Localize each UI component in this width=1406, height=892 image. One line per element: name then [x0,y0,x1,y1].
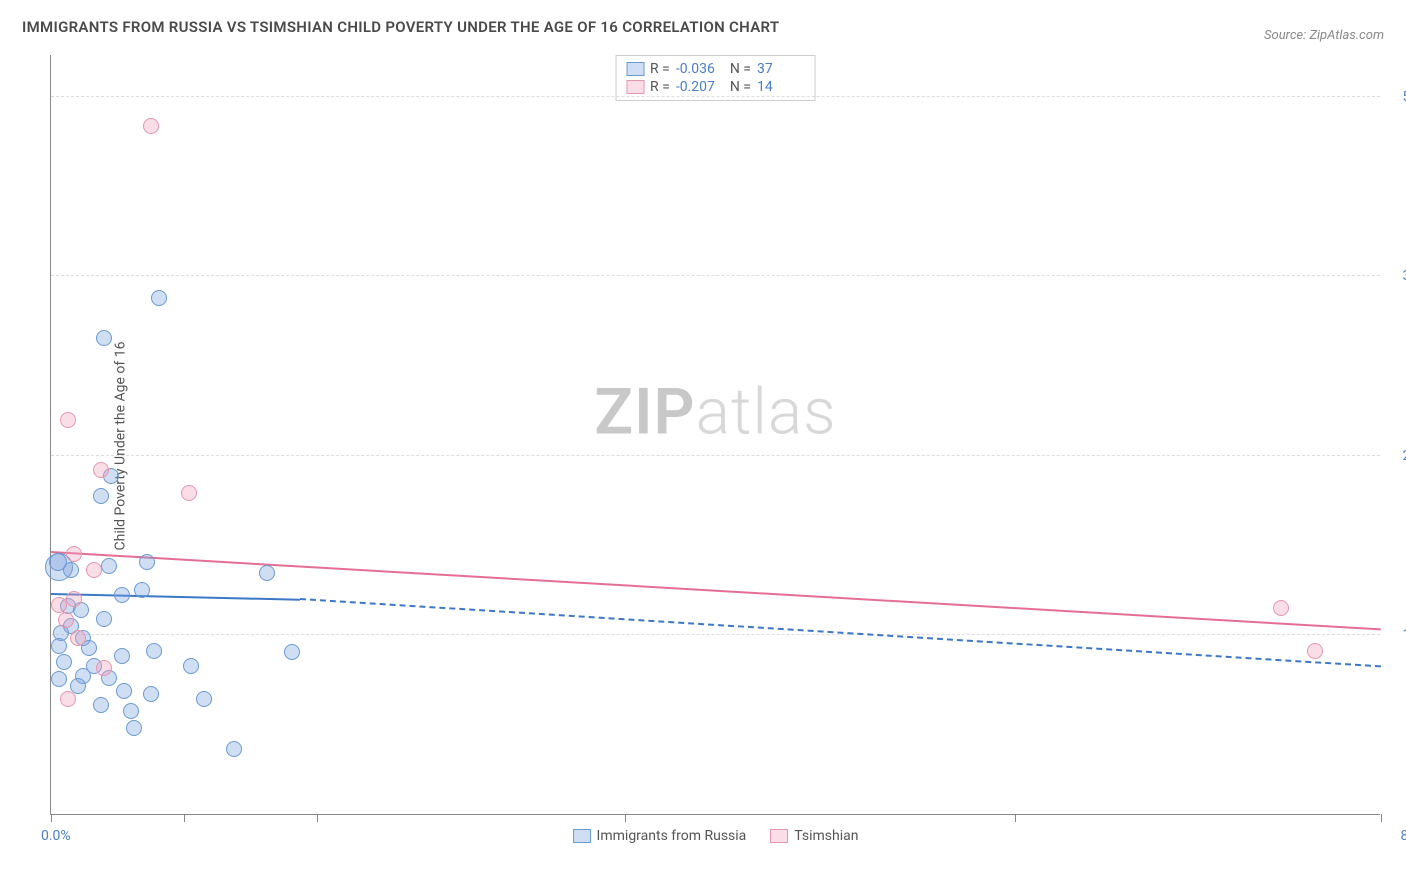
chart-title: IMMIGRANTS FROM RUSSIA VS TSIMSHIAN CHIL… [22,18,779,36]
r-label: R = [650,61,670,77]
data-point [126,720,142,736]
data-point [66,546,82,562]
data-point [183,658,199,674]
n-label: N = [730,61,751,77]
data-point [66,591,82,607]
data-point [196,691,212,707]
data-point [143,686,159,702]
r-label: R = [650,79,670,95]
gridline [51,96,1380,97]
legend-swatch-series2 [626,80,644,94]
data-point [143,118,159,134]
data-point [96,330,112,346]
legend-swatch-series2 [770,829,788,843]
data-point [93,462,109,478]
series1-label: Immigrants from Russia [597,828,747,844]
data-point [96,611,112,627]
n-value-series1: 37 [757,61,805,77]
x-axis-max-label: 80.0% [1400,828,1406,844]
gridline [51,455,1380,456]
data-point [58,612,74,628]
data-point [151,290,167,306]
series2-label: Tsimshian [794,828,858,844]
legend-swatch-series1 [573,829,591,843]
data-point [139,554,155,570]
source-label: Source: [1264,28,1309,43]
x-tick [625,814,626,822]
data-point [51,638,67,654]
data-point [60,412,76,428]
data-point [86,562,102,578]
data-point [123,703,139,719]
watermark-zip: ZIP [594,374,695,449]
series-legend: Immigrants from Russia Tsimshian [573,828,859,844]
n-value-series2: 14 [757,79,805,95]
trend-line [51,593,300,601]
data-point [70,630,86,646]
data-point [1273,600,1289,616]
data-point [284,644,300,660]
correlation-legend: R = -0.036 N = 37 R = -0.207 N = 14 [615,55,816,101]
correlation-legend-row: R = -0.207 N = 14 [626,78,805,96]
gridline [51,634,1380,635]
gridline [51,275,1380,276]
data-point [116,683,132,699]
data-point [63,562,79,578]
source-attribution: Source: ZipAtlas.com [1264,28,1384,43]
data-point [96,660,112,676]
y-tick-label: 12.5% [1385,627,1406,643]
data-point [56,654,72,670]
data-point [101,558,117,574]
data-point [51,671,67,687]
data-point [51,597,67,613]
data-point [181,485,197,501]
x-axis-min-label: 0.0% [41,828,71,844]
data-point [134,582,150,598]
data-point [114,648,130,664]
plot-area: ZIPatlas R = -0.036 N = 37 R = -0.207 N … [50,55,1380,815]
trend-line [51,551,1381,630]
series-legend-item: Immigrants from Russia [573,828,747,844]
data-point [226,741,242,757]
data-point [93,697,109,713]
chart-container: IMMIGRANTS FROM RUSSIA VS TSIMSHIAN CHIL… [0,0,1406,892]
data-point [93,488,109,504]
x-tick [1381,814,1382,822]
r-value-series1: -0.036 [676,61,724,77]
correlation-legend-row: R = -0.036 N = 37 [626,60,805,78]
x-tick [184,814,185,822]
source-value: ZipAtlas.com [1309,28,1384,43]
x-tick [51,814,52,822]
r-value-series2: -0.207 [676,79,724,95]
y-tick-label: 25.0% [1385,448,1406,464]
watermark: ZIPatlas [594,374,836,449]
y-tick-label: 50.0% [1385,89,1406,105]
data-point [146,643,162,659]
data-point [1307,643,1323,659]
data-point [259,565,275,581]
data-point [60,691,76,707]
watermark-atlas: atlas [696,374,837,449]
data-point [114,587,130,603]
x-tick [1015,814,1016,822]
y-tick-label: 37.5% [1385,268,1406,284]
legend-swatch-series1 [626,62,644,76]
n-label: N = [730,79,751,95]
series-legend-item: Tsimshian [770,828,858,844]
x-tick [317,814,318,822]
